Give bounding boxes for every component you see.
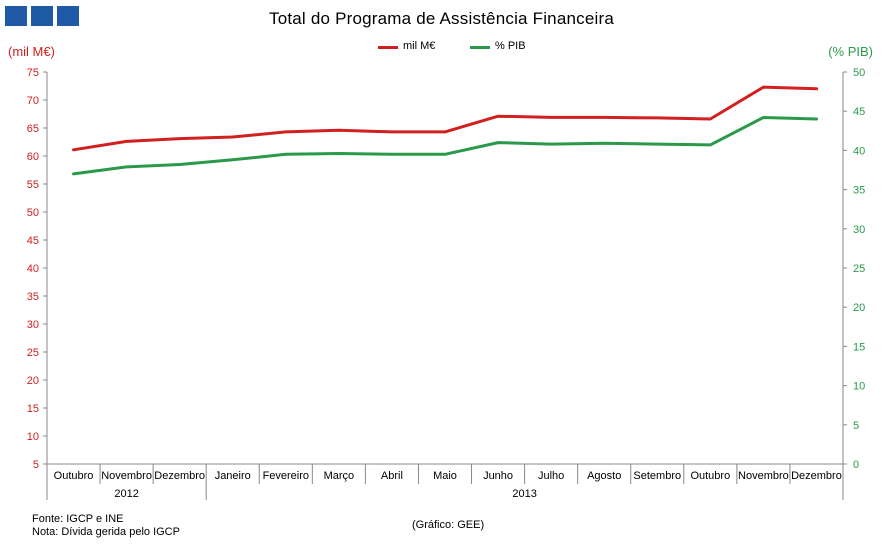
right-tick-label: 25 bbox=[853, 263, 865, 275]
x-tick-label: Novembro bbox=[101, 470, 152, 482]
right-tick-label: 45 bbox=[853, 106, 865, 118]
logo-square-icon bbox=[57, 6, 79, 26]
x-tick-label: Maio bbox=[433, 470, 457, 482]
left-tick-label: 20 bbox=[27, 375, 39, 387]
left-tick-label: 15 bbox=[27, 403, 39, 415]
x-tick-label: Março bbox=[324, 470, 355, 482]
left-tick-label: 75 bbox=[27, 67, 39, 79]
x-tick-label: Janeiro bbox=[215, 470, 251, 482]
left-tick-label: 60 bbox=[27, 151, 39, 163]
right-tick-label: 0 bbox=[853, 459, 859, 471]
logo-square-icon bbox=[31, 6, 53, 26]
left-tick-label: 65 bbox=[27, 123, 39, 135]
legend-label: mil M€ bbox=[403, 40, 436, 52]
x-tick-label: Fevereiro bbox=[263, 470, 309, 482]
right-tick-label: 20 bbox=[853, 302, 865, 314]
left-tick-label: 35 bbox=[27, 291, 39, 303]
source-note: Fonte: IGCP e INE bbox=[32, 513, 124, 525]
legend-swatch-green bbox=[470, 46, 490, 49]
x-tick-label: Outubro bbox=[54, 470, 94, 482]
x-tick-label: Julho bbox=[538, 470, 564, 482]
logo-square-icon bbox=[5, 6, 27, 26]
left-tick-label: 5 bbox=[33, 459, 39, 471]
left-tick-label: 45 bbox=[27, 235, 39, 247]
right-tick-label: 35 bbox=[853, 185, 865, 197]
right-tick-label: 30 bbox=[853, 224, 865, 236]
right-tick-label: 15 bbox=[853, 341, 865, 353]
right-axis-label: (% PIB) bbox=[828, 44, 873, 59]
x-tick-label: Setembro bbox=[633, 470, 681, 482]
chart-credit: (Gráfico: GEE) bbox=[412, 519, 485, 531]
footnote: Nota: Dívida gerida pelo IGCP bbox=[32, 526, 180, 538]
series-line-0 bbox=[72, 85, 818, 152]
left-tick-label: 40 bbox=[27, 263, 39, 275]
left-tick-label: 10 bbox=[27, 431, 39, 443]
left-axis-label: (mil M€) bbox=[8, 44, 55, 59]
chart-title: Total do Programa de Assistência Finance… bbox=[269, 9, 614, 28]
left-tick-label: 30 bbox=[27, 319, 39, 331]
series-line-1 bbox=[72, 116, 818, 176]
year-label: 2012 bbox=[114, 488, 138, 500]
x-tick-label: Dezembro bbox=[154, 470, 205, 482]
x-tick-label: Outubro bbox=[690, 470, 730, 482]
x-tick-label: Agosto bbox=[587, 470, 621, 482]
right-tick-label: 5 bbox=[853, 420, 859, 432]
left-tick-label: 55 bbox=[27, 179, 39, 191]
left-tick-label: 25 bbox=[27, 347, 39, 359]
year-label: 2013 bbox=[512, 488, 536, 500]
x-tick-label: Novembro bbox=[738, 470, 789, 482]
x-tick-label: Abril bbox=[381, 470, 403, 482]
x-tick-label: Dezembro bbox=[791, 470, 842, 482]
right-tick-label: 10 bbox=[853, 381, 865, 393]
x-tick-label: Junho bbox=[483, 470, 513, 482]
left-tick-label: 70 bbox=[27, 95, 39, 107]
left-tick-label: 50 bbox=[27, 207, 39, 219]
legend-label: % PIB bbox=[495, 40, 526, 52]
legend-swatch-red bbox=[378, 46, 398, 49]
right-tick-label: 40 bbox=[853, 145, 865, 157]
right-tick-label: 50 bbox=[853, 67, 865, 79]
